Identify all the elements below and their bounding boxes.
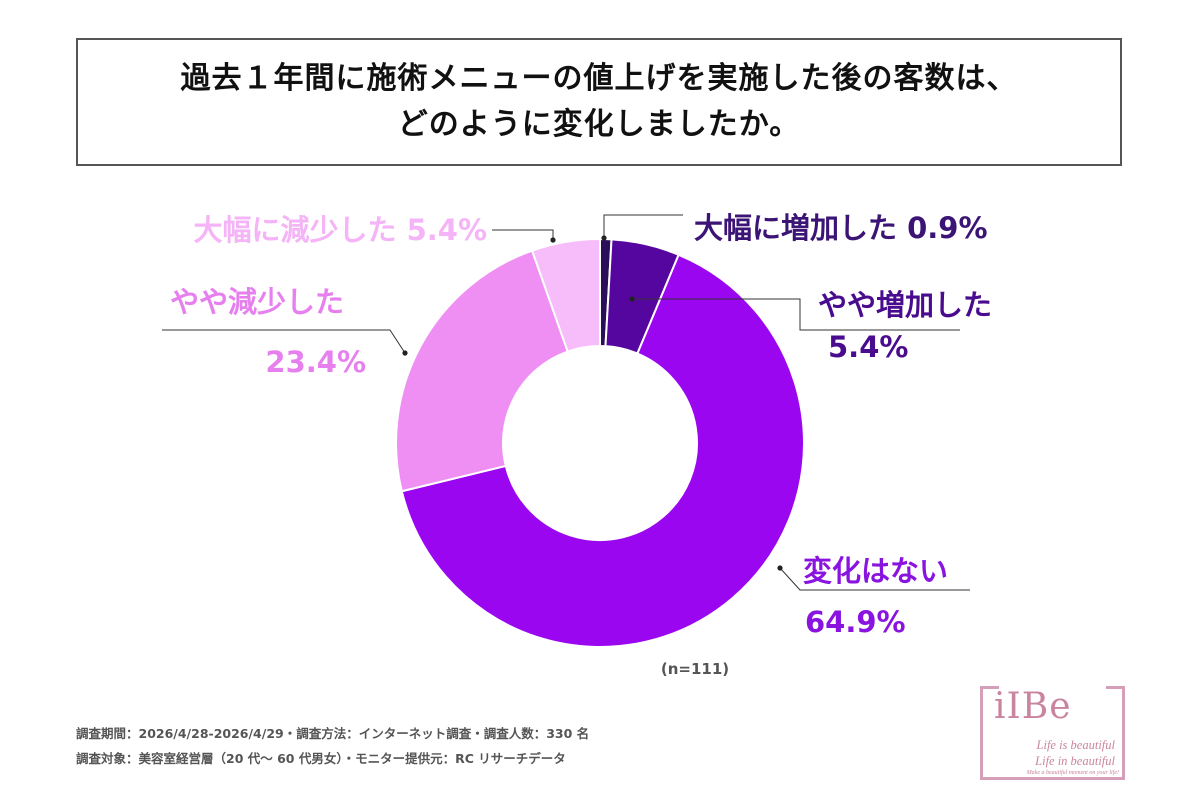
leader-line-decrease-slight — [162, 329, 406, 354]
donut-slice-4 — [530, 237, 601, 353]
slice-label-no-change-1: 64.9% — [805, 605, 906, 639]
leader-dot-increase-large — [601, 235, 607, 241]
slice-label-increase-slight-1: 5.4% — [828, 330, 908, 364]
leader-dot-no-change — [777, 565, 783, 571]
leader-line-decrease-large — [492, 229, 554, 240]
survey-period-note: 調査期間：2026/4/28-2026/4/29・調査方法：インターネット調査・… — [76, 726, 590, 741]
donut-slice-3 — [395, 249, 569, 493]
logo-tagline-1: Life is beautiful — [1036, 738, 1115, 752]
brand-logo: iIBe Life is beautiful Life in beautiful… — [980, 686, 1125, 780]
logo-wordmark: iIBe — [994, 686, 1072, 727]
slice-label-decrease-large-0: 大幅に減少した 5.4% — [193, 213, 487, 247]
leader-line-increase-slight — [632, 298, 960, 331]
slice-label-increase-large-0: 大幅に増加した 0.9% — [694, 211, 988, 245]
leader-dot-decrease-large — [550, 237, 556, 243]
sample-size-label: (n=111) — [661, 660, 729, 678]
logo-tagline-3: Make a beautiful moment on your life! — [1026, 770, 1119, 776]
logo-bottom-line — [980, 777, 1125, 780]
logo-tagline-2: Life in beautiful — [1035, 754, 1115, 768]
leader-line-no-change — [779, 567, 970, 591]
donut-slice-2 — [400, 253, 805, 648]
chart-title-box: 過去１年間に施術メニューの値上げを実施した後の客数は、 どのように変化しましたか… — [76, 38, 1122, 166]
logo-bracket-left — [980, 686, 999, 779]
logo-bracket-right — [1106, 686, 1125, 779]
slice-label-decrease-slight-1: 23.4% — [265, 345, 366, 379]
slice-label-no-change-0: 変化はない — [803, 554, 948, 588]
leader-line-increase-large — [603, 214, 683, 238]
survey-target-note: 調査対象：美容室経営層（20 代〜 60 代男女）・モニター提供元：RC リサー… — [76, 751, 566, 766]
chart-title-line-2: どのように変化しましたか。 — [397, 107, 801, 142]
chart-title-line-1: 過去１年間に施術メニューの値上げを実施した後の客数は、 — [180, 61, 1018, 96]
leader-dot-increase-slight — [629, 296, 635, 302]
slice-label-increase-slight-0: やや増加した — [818, 288, 992, 322]
slice-label-decrease-slight-0: やや減少した — [170, 285, 344, 319]
leader-dot-decrease-slight — [402, 350, 408, 356]
